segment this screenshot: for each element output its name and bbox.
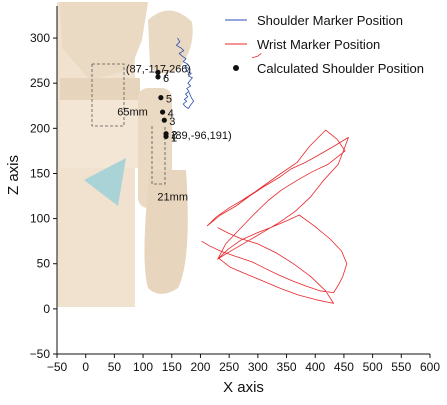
y-tick-label: 150 [30,166,50,180]
x-tick-label: 550 [391,360,411,374]
y-tick-label: 50 [37,257,51,271]
wrist-marker-line-segment [251,53,262,59]
shoulder-marker-series [175,37,195,109]
annotations: (87,-117,266) (89,-96,191) 65mm 21mm [117,63,231,203]
calculated-shoulder-point-2 [163,131,169,137]
x-tick-label: 200 [190,360,210,374]
y-tick-label: 250 [30,76,50,90]
y-tick-label: 300 [30,31,50,45]
x-tick-label: 400 [305,360,325,374]
y-axis-label: Z axis [5,155,22,195]
annotation-1: (89,-96,191) [172,130,232,142]
x-axis-label: X axis [223,379,264,396]
x-tick-label: 300 [248,360,268,374]
calculated-shoulder-point-5 [158,95,164,101]
legend: Shoulder Marker Position Wrist Marker Pos… [225,13,424,76]
x-tick-label: 500 [363,360,383,374]
x-tick-label: 150 [162,360,182,374]
annotation-0: (87,-117,266) [126,63,191,75]
wrist-marker-series [201,53,349,304]
wrist-marker-line [201,129,349,304]
head-shape [60,2,148,80]
calculated-shoulder-point-4 [159,109,166,115]
x-tick-label: 600 [420,360,440,374]
annotation-3: 21mm [157,192,188,204]
x-tick-label: 50 [108,360,122,374]
y-tick-label: 200 [30,121,50,135]
point-label-7: 7 [163,68,169,80]
teal-triangle-marker [84,158,126,206]
legend-label-0: Shoulder Marker Position [257,13,403,28]
x-tick-label: 250 [219,360,239,374]
y-tick-label: 0 [43,302,50,316]
calculated-shoulder-point-3 [161,117,167,123]
calculated-shoulder-points: 12 34 5 67 [155,68,177,144]
axes: −50 0 50 100 150 200 250 300 350 400 450 500 550 600−… [5,6,440,396]
x-tick-label: 350 [277,360,297,374]
legend-label-2: Calculated Shoulder Position [257,61,424,76]
chest-shape [60,100,142,168]
neck-band-shape [60,78,140,100]
calculated-shoulder-point-6 [155,74,161,80]
x-tick-label: −50 [47,360,68,374]
point-label-3: 3 [169,116,175,128]
forearm-shape [144,170,188,294]
x-tick-label: 450 [334,360,354,374]
point-label-5: 5 [166,94,172,106]
y-tick-label: −50 [30,347,51,361]
point-label-6: 6 [163,73,169,85]
point-label-2: 2 [171,130,177,142]
shoulder-cap-shape [148,10,193,74]
legend-label-1: Wrist Marker Position [257,37,380,52]
x-tick-label: 0 [82,360,89,374]
legend-dot-2 [233,65,239,71]
background-illustration [57,2,193,307]
annotation-2: 65mm [117,107,148,119]
x-tick-label: 100 [133,360,153,374]
point-label-1: 1 [171,132,177,144]
dimension-65mm-box [91,63,125,127]
shoulder-marker-line [175,37,195,109]
dimension-guides [91,63,166,185]
point-label-4: 4 [168,108,174,120]
dimension-21mm-bracket [151,126,166,185]
calculated-shoulder-point-7 [155,69,161,75]
y-tick-label: 100 [30,212,50,226]
